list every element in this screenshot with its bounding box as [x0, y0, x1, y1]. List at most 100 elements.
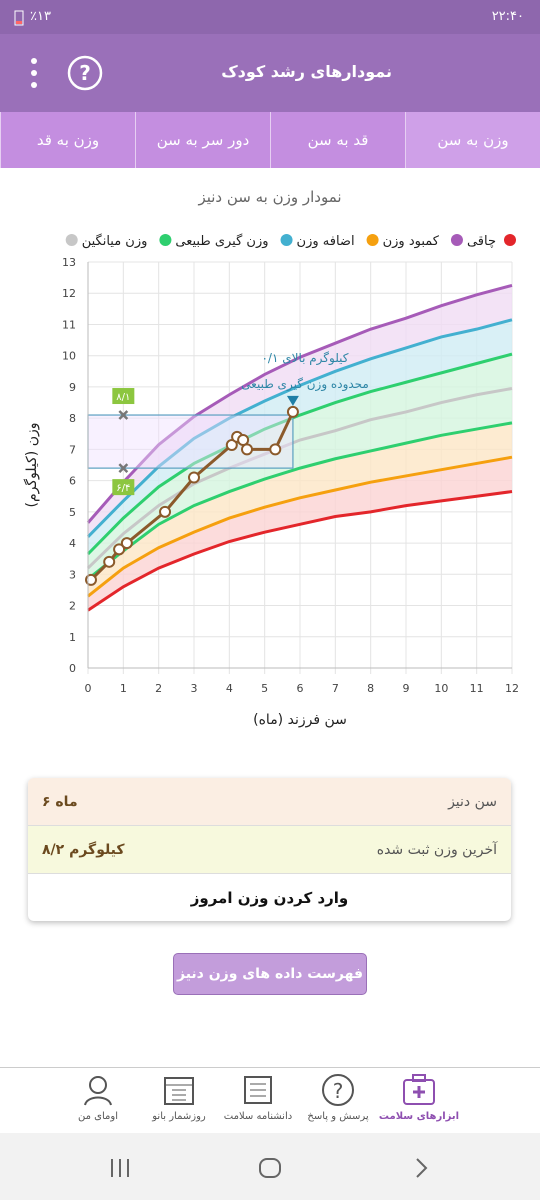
child-point: [188, 471, 200, 484]
legend-label: وزن میانگین: [82, 233, 148, 249]
x-tick-label: 8: [367, 682, 374, 695]
app-bar: نمودارهای رشد کودک ?: [0, 34, 540, 112]
band-fill: [88, 388, 512, 579]
x-tick-label: 3: [191, 682, 198, 695]
info-label: آخرین وزن ثبت شده: [376, 841, 497, 858]
nav-item[interactable]: دانشنامه سلامت: [216, 1072, 300, 1122]
x-tick-label: 7: [332, 682, 339, 695]
chart: نمودار وزن به سن دنیز سن فرزند (ماه) وزن…: [23, 188, 519, 728]
nav-icon: [84, 1076, 112, 1106]
current-marker: [286, 395, 299, 406]
band-fill: [88, 457, 512, 611]
y-axis-label: وزن (کیلوگرم): [23, 423, 40, 508]
y-tick-label: 13: [62, 256, 76, 269]
legend-swatch: [65, 234, 78, 246]
reference-curve: [86, 283, 513, 524]
y-tick-label: 3: [69, 568, 76, 581]
info-value: ۸/۲ کیلوگرم: [42, 841, 125, 858]
system-buttons[interactable]: [0, 1133, 540, 1200]
y-tick-label: 8: [69, 412, 76, 425]
nav-icon: [403, 1074, 435, 1105]
tab[interactable]: دور سر به سن: [135, 112, 270, 168]
add-weight[interactable]: وارد کردن وزن امروز: [190, 889, 349, 907]
battery-icon: [14, 10, 24, 26]
reference-curve: [87, 421, 513, 581]
reference-curve: [86, 387, 513, 570]
legend-swatch: [280, 234, 293, 246]
info-card: ۶ ماه سن دنیز ۸/۲ کیلوگرم آخرین وزن ثبت …: [28, 778, 511, 921]
nav-label: روزشمار بانو: [152, 1111, 206, 1122]
x-tick-label: 2: [155, 682, 162, 695]
y-tick-label: 9: [69, 381, 76, 394]
info-value: ۶ ماه: [42, 793, 78, 810]
marker-label-bg: [112, 388, 135, 405]
range-box: [87, 414, 294, 469]
y-tick-label: 10: [62, 350, 76, 363]
y-tick-label: 4: [69, 537, 76, 550]
system-nav: [0, 1133, 540, 1200]
y-tick-label: 2: [69, 600, 76, 613]
band-fill: [88, 319, 512, 555]
marker: [118, 463, 129, 474]
x-tick-label: 1: [120, 682, 127, 695]
x-tick-label: 6: [297, 682, 304, 695]
x-tick-label: 11: [470, 682, 484, 695]
chart-title: نمودار وزن به سن دنیز: [197, 188, 341, 206]
child-point: [159, 505, 172, 518]
band-fill: [88, 285, 512, 537]
x-tick-label: 0: [85, 682, 92, 695]
nav-label: دانشنامه سلامت: [223, 1111, 293, 1122]
nav-icon: ?: [322, 1074, 354, 1106]
reference-curve: [86, 318, 513, 538]
nav-item[interactable]: روزشمار بانو: [137, 1072, 221, 1122]
info-row: ۶ ماه سن دنیز: [28, 778, 511, 826]
bands: [88, 285, 512, 611]
legend-label: کمبود وزن: [383, 234, 440, 249]
svg-text:?: ?: [79, 61, 91, 85]
x-tick-label: 9: [403, 682, 410, 695]
nav-item[interactable]: ابزارهای سلامت: [377, 1072, 461, 1122]
nav-label: پرسش و پاسخ: [307, 1111, 369, 1122]
child-point: [85, 573, 98, 586]
x-tick-label: 10: [434, 682, 448, 695]
child-point: [286, 405, 299, 418]
tab[interactable]: وزن به سن: [405, 112, 540, 168]
marker-label: ۶/۴: [116, 483, 130, 494]
nav-item[interactable]: اومای من: [56, 1072, 140, 1122]
nav-icon: [164, 1077, 194, 1105]
y-tick-label: 11: [62, 318, 76, 331]
tab[interactable]: قد به سن: [270, 112, 405, 168]
tab-bar: وزن به سن قد به سن دور سر به سن وزن به ق…: [0, 112, 540, 168]
annotation: محدوده وزن گیری طبیعی: [241, 377, 369, 392]
nav-label: اومای من: [78, 1111, 118, 1122]
status-bar: ۲۲:۴۰ ٪۱۳: [0, 0, 540, 34]
legend-swatch: [159, 234, 172, 246]
tab[interactable]: وزن به قد: [0, 112, 135, 168]
nav-item[interactable]: ? پرسش و پاسخ: [296, 1072, 380, 1122]
x-tick-label: 4: [226, 682, 233, 695]
app-title: نمودارهای رشد کودک: [221, 62, 392, 81]
app-actions[interactable]: ?: [20, 54, 110, 94]
svg-text:?: ?: [333, 1079, 344, 1103]
child-point: [241, 443, 253, 456]
child-point: [113, 543, 126, 556]
child-point: [120, 537, 133, 550]
legend-label: اضافه وزن: [297, 234, 355, 249]
marker: [118, 410, 129, 420]
nav-icon: [244, 1076, 272, 1104]
x-tick-label: 12: [505, 682, 519, 695]
legend-label: چاقی: [467, 234, 496, 249]
clock: ۲۲:۴۰: [491, 9, 524, 24]
y-tick-label: 7: [69, 443, 76, 456]
x-axis-label: سن فرزند (ماه): [253, 712, 347, 728]
band-fill: [88, 422, 512, 597]
lines: [86, 283, 513, 612]
list-button[interactable]: فهرست داده های وزن دنیز: [173, 953, 367, 995]
y-tick-label: 6: [69, 475, 76, 488]
info-row: ۸/۲ کیلوگرم آخرین وزن ثبت شده: [28, 826, 511, 874]
reference-curve: [87, 455, 513, 598]
bottom-nav: ابزارهای سلامت ? پرسش و پاسخ دانشنامه سلا…: [0, 1067, 540, 1133]
y-tick-label: 12: [62, 287, 76, 300]
